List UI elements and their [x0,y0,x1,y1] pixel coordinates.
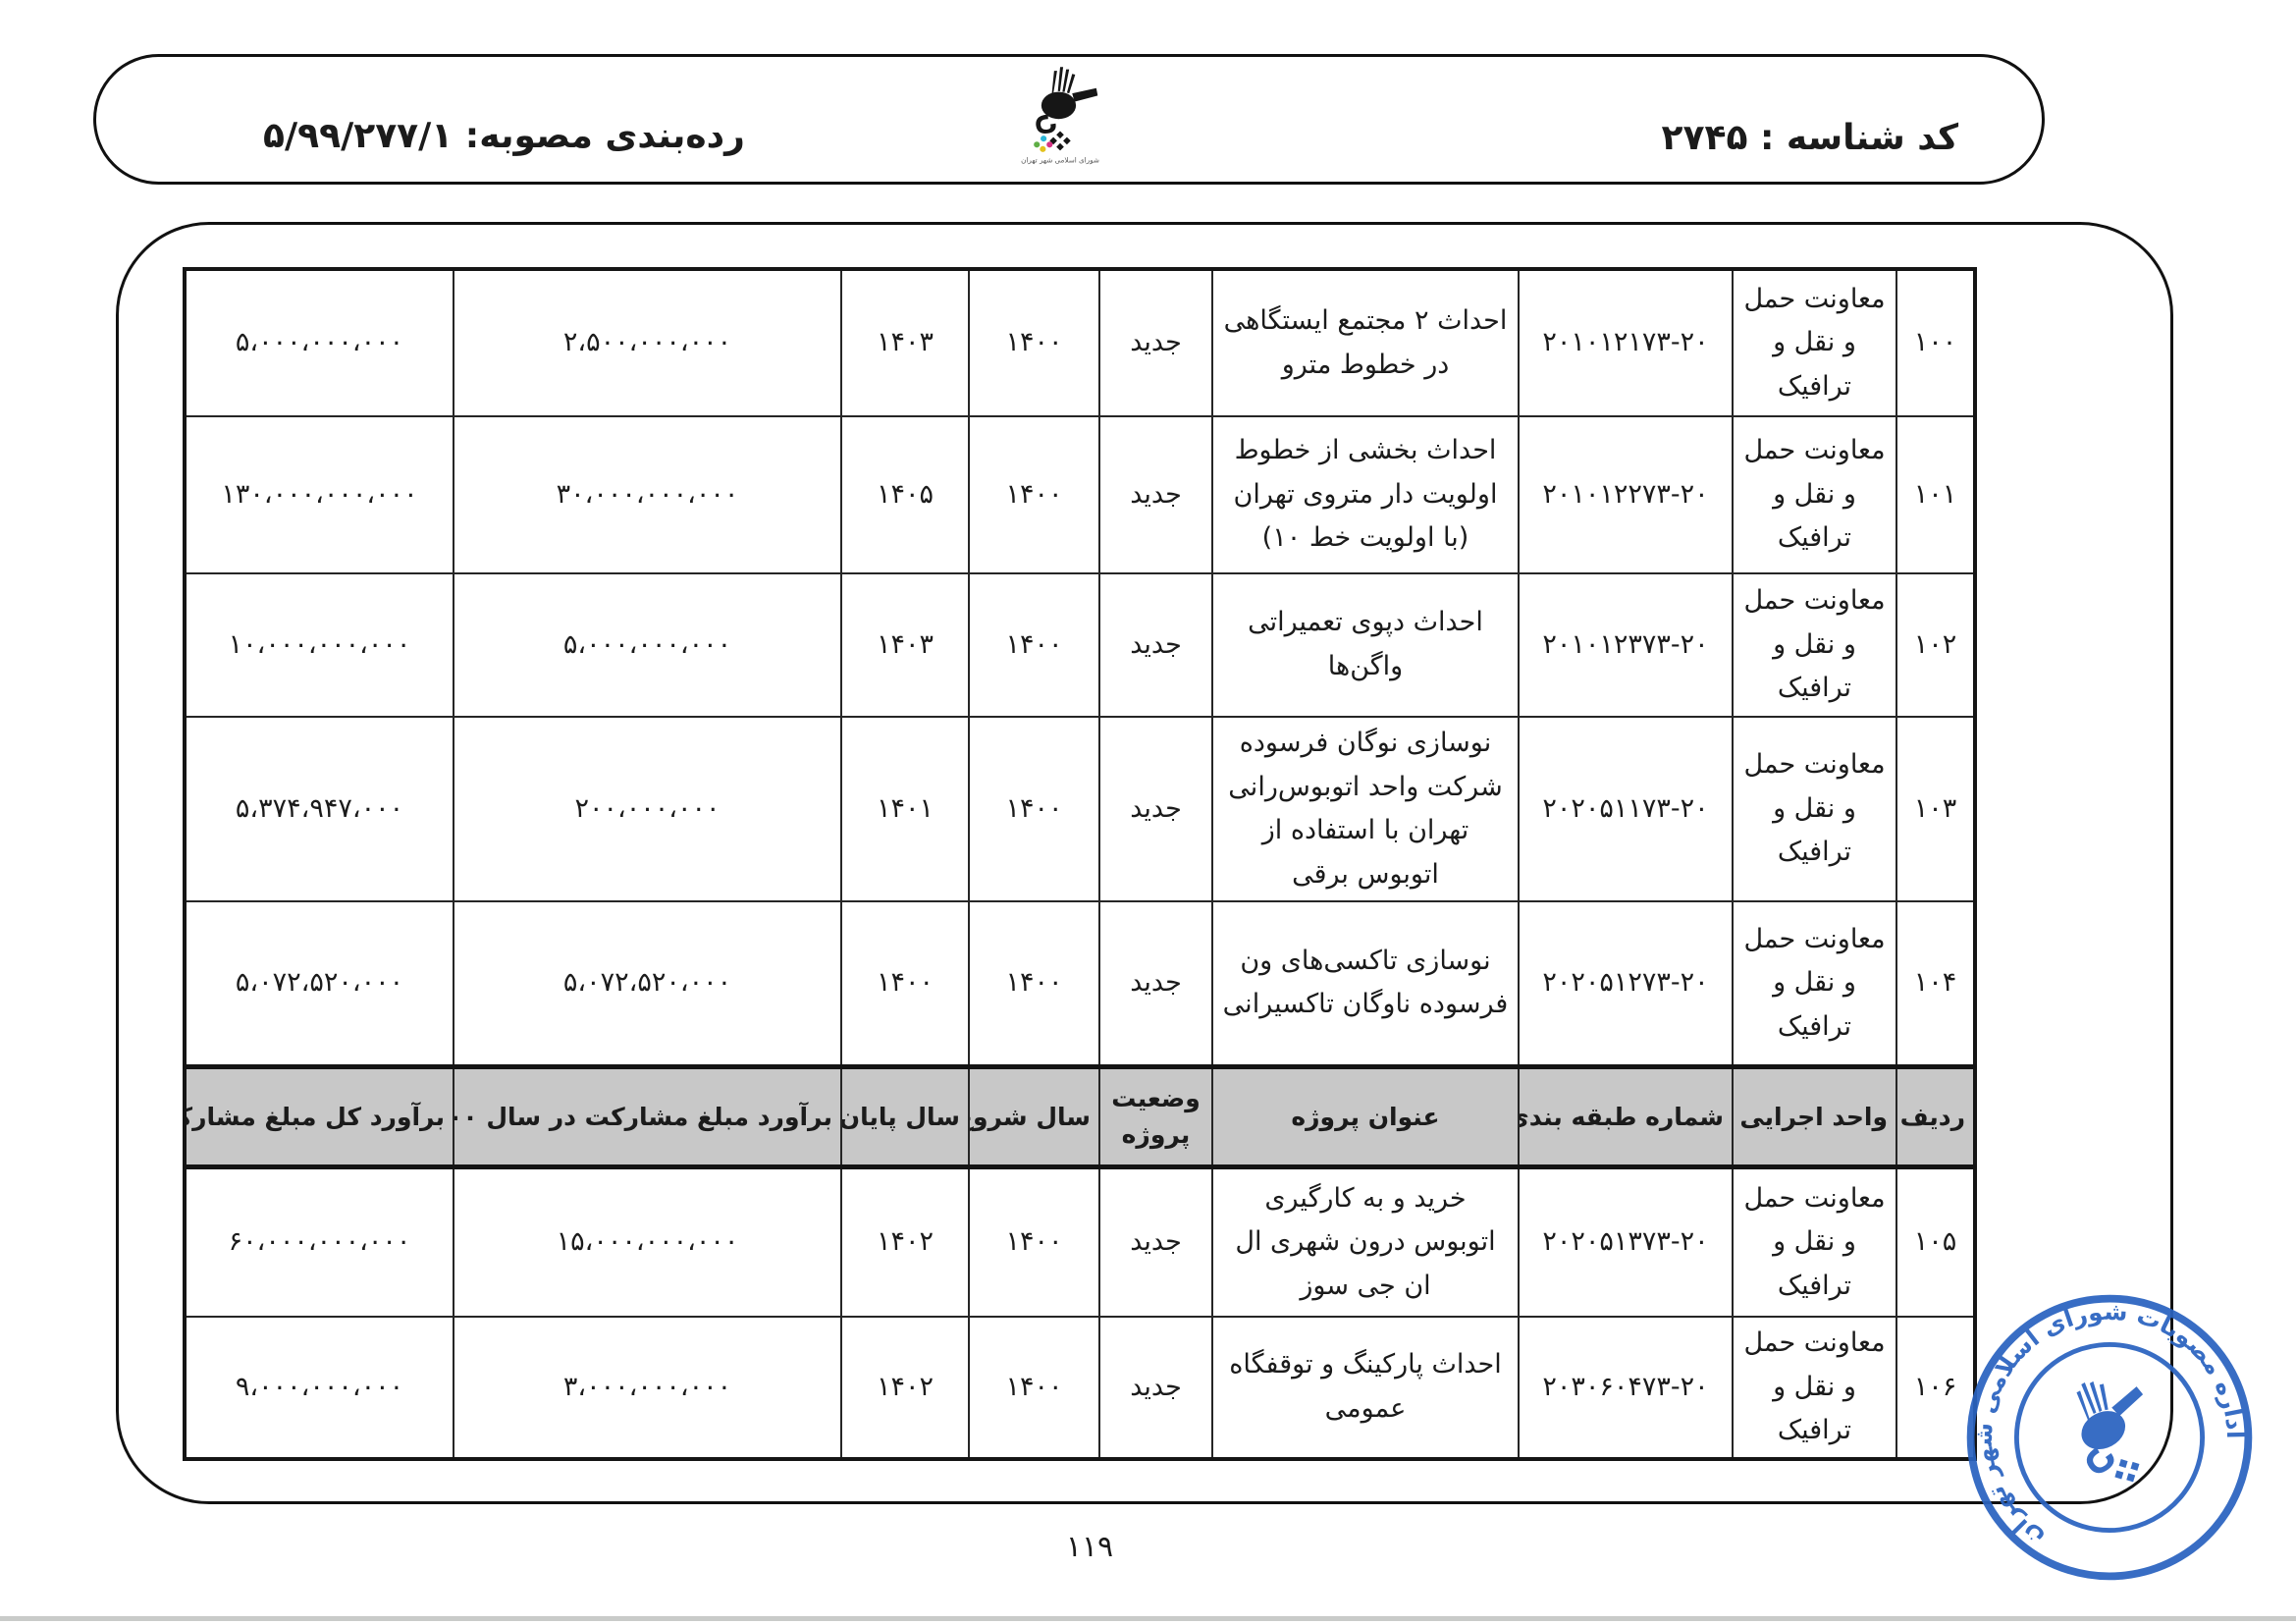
cell-start-year: ۱۴۰۰ [968,415,1100,574]
cell-start-year: ۱۴۰۰ [968,1316,1100,1460]
cell-start-year: ۱۴۰۰ [968,715,1100,903]
cell-executive-unit: معاونت حمل و نقل و ترافیک [1732,715,1897,903]
cell-row-number: ۱۰۲ [1896,572,1976,718]
cell-end-year: ۱۴۰۵ [840,415,970,574]
cell-status: جدید [1098,715,1213,903]
cell-row-number: ۱۰۵ [1896,1165,1976,1319]
cell-amount-1400: ۵،۰۷۲،۵۲۰،۰۰۰ [453,900,842,1068]
cell-status: جدید [1098,1165,1213,1319]
cell-amount-1400: ۲،۵۰۰،۰۰۰،۰۰۰ [453,268,842,417]
cell-executive-unit: معاونت حمل و نقل و ترافیک [1732,572,1897,718]
cell-classification-code: ۲۰۱۰۱۲۲۷۳-۲۰ [1518,415,1734,574]
cell-classification-code: ۲۰۱۰۱۲۳۷۳-۲۰ [1518,572,1734,718]
council-logo-icon [1034,65,1098,152]
page-number: ۱۱۹ [1065,1530,1114,1564]
cell-classification-code: ۲۰۲۰۵۱۳۷۳-۲۰ [1518,1165,1734,1319]
cell-project-title: نوسازی نوگان فرسوده شرکت واحد اتوبوس‌ران… [1211,715,1520,903]
col-header-end-year: سال پایان [840,1063,970,1169]
col-header-amount-1400: برآورد مبلغ مشارکت در سال ۱۴۰۰ [453,1063,842,1169]
cell-end-year: ۱۴۰۲ [840,1165,970,1319]
col-header-classification-code: شماره طبقه بندی [1518,1063,1734,1169]
rows-below-header: ۱۰۵ معاونت حمل و نقل و ترافیک ۲۰۲۰۵۱۳۷۳-… [184,1165,1976,1460]
table-row: ۱۰۱ معاونت حمل و نقل و ترافیک ۲۰۱۰۱۲۲۷۳-… [184,415,1976,574]
cell-project-title: احداث پارکینگ و توقفگاه عمومی [1211,1316,1520,1460]
cell-row-number: ۱۰۶ [1896,1316,1976,1460]
cell-classification-code: ۲۰۲۰۵۱۲۷۳-۲۰ [1518,900,1734,1068]
table-row: ۱۰۰ معاونت حمل و نقل و ترافیک ۲۰۱۰۱۲۱۷۳-… [184,268,1976,417]
cell-status: جدید [1098,415,1213,574]
cell-classification-code: ۲۰۲۰۵۱۱۷۳-۲۰ [1518,715,1734,903]
cell-amount-1400: ۳،۰۰۰،۰۰۰،۰۰۰ [453,1316,842,1460]
cell-row-number: ۱۰۳ [1896,715,1976,903]
cell-executive-unit: معاونت حمل و نقل و ترافیک [1732,900,1897,1068]
content-frame [116,222,2173,1504]
cell-amount-total: ۵،۰۰۰،۰۰۰،۰۰۰ [184,268,454,417]
cell-amount-1400: ۵،۰۰۰،۰۰۰،۰۰۰ [453,572,842,718]
col-header-row-number: ردیف [1896,1063,1976,1169]
cell-end-year: ۱۴۰۳ [840,572,970,718]
cell-amount-1400: ۲۰۰،۰۰۰،۰۰۰ [453,715,842,903]
cell-executive-unit: معاونت حمل و نقل و ترافیک [1732,1316,1897,1460]
cell-amount-1400: ۳۰،۰۰۰،۰۰۰،۰۰۰ [453,415,842,574]
cell-row-number: ۱۰۴ [1896,900,1976,1068]
rows-above-header: ۱۰۰ معاونت حمل و نقل و ترافیک ۲۰۱۰۱۲۱۷۳-… [184,268,1976,1068]
cell-amount-total: ۵،۳۷۴،۹۴۷،۰۰۰ [184,715,454,903]
table-header-row: ردیف واحد اجرایی شماره طبقه بندی عنوان پ… [184,1063,1976,1169]
cell-end-year: ۱۴۰۱ [840,715,970,903]
id-code: کد شناسه : ۲۷۴۵ [1661,118,1958,158]
cell-status: جدید [1098,268,1213,417]
table-row: ۱۰۲ معاونت حمل و نقل و ترافیک ۲۰۱۰۱۲۳۷۳-… [184,572,1976,718]
table-row: ۱۰۴ معاونت حمل و نقل و ترافیک ۲۰۲۰۵۱۲۷۳-… [184,900,1976,1068]
cell-end-year: ۱۴۰۳ [840,268,970,417]
cell-start-year: ۱۴۰۰ [968,268,1100,417]
scan-edge-strip [0,1616,2296,1621]
cell-amount-total: ۶۰،۰۰۰،۰۰۰،۰۰۰ [184,1165,454,1319]
table-row: ۱۰۵ معاونت حمل و نقل و ترافیک ۲۰۲۰۵۱۳۷۳-… [184,1165,1976,1319]
table-row: ۱۰۳ معاونت حمل و نقل و ترافیک ۲۰۲۰۵۱۱۷۳-… [184,715,1976,903]
cell-start-year: ۱۴۰۰ [968,1165,1100,1319]
col-header-status: وضعیت پروژه [1098,1063,1213,1169]
cell-start-year: ۱۴۰۰ [968,572,1100,718]
cell-status: جدید [1098,900,1213,1068]
cell-amount-total: ۵،۰۷۲،۵۲۰،۰۰۰ [184,900,454,1068]
cell-project-title: احداث ۲ مجتمع ایستگاهی در خطوط مترو [1211,268,1520,417]
cell-classification-code: ۲۰۳۰۶۰۴۷۳-۲۰ [1518,1316,1734,1460]
cell-project-title: احداث بخشی از خطوط اولویت دار متروی تهرا… [1211,415,1520,574]
cell-row-number: ۱۰۱ [1896,415,1976,574]
cell-status: جدید [1098,1316,1213,1460]
logo-caption: شورای اسلامی شهر تهران [1021,156,1099,165]
cell-end-year: ۱۴۰۰ [840,900,970,1068]
col-header-start-year: سال شروع [968,1063,1100,1169]
cell-row-number: ۱۰۰ [1896,268,1976,417]
cell-amount-total: ۱۰،۰۰۰،۰۰۰،۰۰۰ [184,572,454,718]
col-header-amount-total: برآورد کل مبلغ مشارکت [184,1063,454,1169]
table-header-band: ردیف واحد اجرایی شماره طبقه بندی عنوان پ… [184,1063,1976,1169]
cell-project-title: نوسازی تاکسی‌های ون فرسوده ناوگان تاکسیر… [1211,900,1520,1068]
council-logo: شورای اسلامی شهر تهران [1015,65,1105,175]
cell-executive-unit: معاونت حمل و نقل و ترافیک [1732,415,1897,574]
cell-project-title: احداث دپوی تعمیراتی واگن‌ها [1211,572,1520,718]
cell-amount-total: ۹،۰۰۰،۰۰۰،۰۰۰ [184,1316,454,1460]
cell-end-year: ۱۴۰۲ [840,1316,970,1460]
cell-classification-code: ۲۰۱۰۱۲۱۷۳-۲۰ [1518,268,1734,417]
cell-amount-1400: ۱۵،۰۰۰،۰۰۰،۰۰۰ [453,1165,842,1319]
cell-status: جدید [1098,572,1213,718]
col-header-project-title: عنوان پروژه [1211,1063,1520,1169]
header-capsule: کد شناسه : ۲۷۴۵ رده‌بندی مصوبه: ۵/۹۹/۲۷۷… [93,54,2045,185]
projects-table: ۱۰۰ معاونت حمل و نقل و ترافیک ۲۰۱۰۱۲۱۷۳-… [183,267,1977,1461]
resolution-classification: رده‌بندی مصوبه: ۵/۹۹/۲۷۷/۱ [263,116,745,156]
official-stamp-icon: اداره مصوبات شورای اسلامی شهر تهران [1956,1284,2263,1581]
cell-project-title: خرید و به کارگیری اتوبوس درون شهری ال ان… [1211,1165,1520,1319]
table-row: ۱۰۶ معاونت حمل و نقل و ترافیک ۲۰۳۰۶۰۴۷۳-… [184,1316,1976,1460]
cell-start-year: ۱۴۰۰ [968,900,1100,1068]
cell-amount-total: ۱۳۰،۰۰۰،۰۰۰،۰۰۰ [184,415,454,574]
cell-executive-unit: معاونت حمل و نقل و ترافیک [1732,268,1897,417]
col-header-executive-unit: واحد اجرایی [1732,1063,1897,1169]
cell-executive-unit: معاونت حمل و نقل و ترافیک [1732,1165,1897,1319]
